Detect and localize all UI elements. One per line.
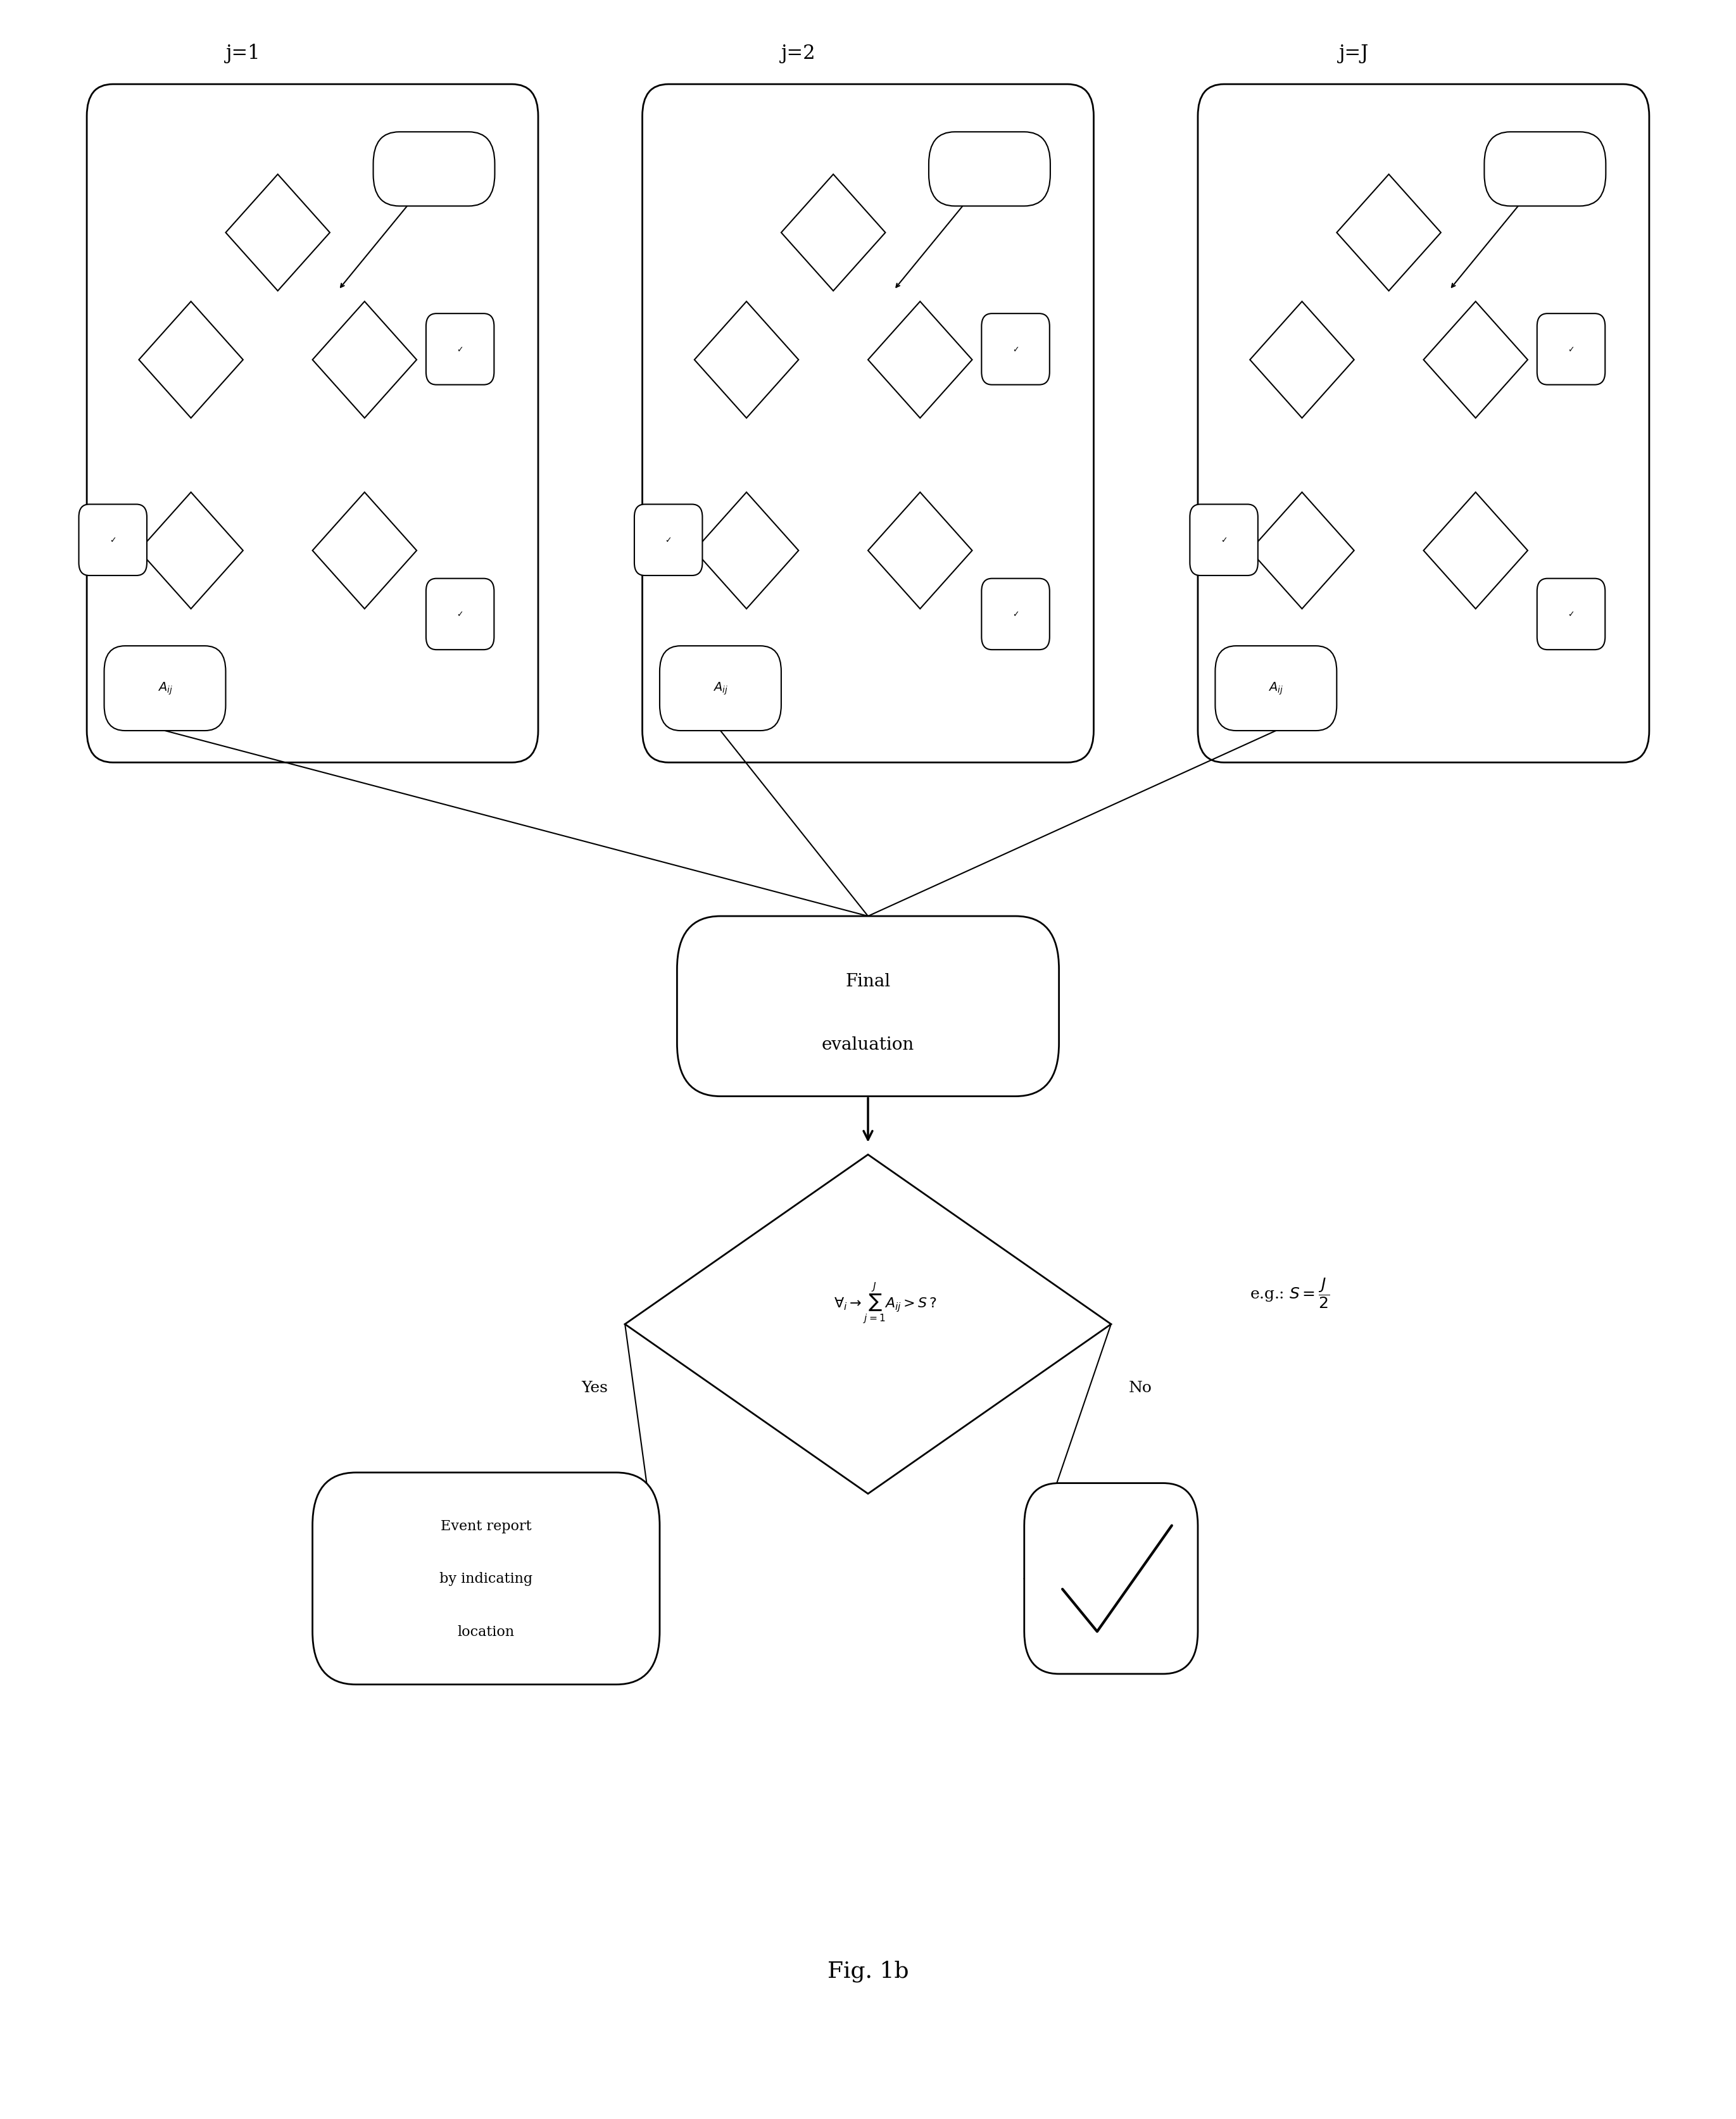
Text: Final: Final [845, 973, 891, 990]
FancyBboxPatch shape [677, 915, 1059, 1098]
Text: ✓: ✓ [457, 610, 464, 619]
FancyBboxPatch shape [425, 314, 495, 386]
Text: by indicating: by indicating [439, 1572, 533, 1585]
Text: j=1: j=1 [226, 44, 260, 64]
Text: Yes: Yes [582, 1382, 608, 1394]
FancyBboxPatch shape [1198, 85, 1649, 763]
Text: $A_{ij}$: $A_{ij}$ [1269, 680, 1283, 697]
Text: j=J: j=J [1338, 44, 1370, 64]
Text: location: location [458, 1625, 514, 1638]
FancyBboxPatch shape [425, 578, 495, 651]
Polygon shape [1424, 494, 1528, 610]
Polygon shape [1337, 176, 1441, 290]
Text: $A_{ij}$: $A_{ij}$ [158, 680, 172, 697]
FancyBboxPatch shape [1536, 314, 1606, 386]
Polygon shape [694, 301, 799, 417]
Polygon shape [868, 301, 972, 417]
FancyBboxPatch shape [981, 578, 1050, 651]
FancyBboxPatch shape [981, 314, 1050, 386]
Polygon shape [312, 494, 417, 610]
Polygon shape [625, 1155, 1111, 1494]
Text: ✓: ✓ [1012, 610, 1019, 619]
Text: ✓: ✓ [1568, 610, 1575, 619]
Polygon shape [1250, 494, 1354, 610]
Text: evaluation: evaluation [821, 1036, 915, 1053]
FancyBboxPatch shape [87, 85, 538, 763]
Text: j=2: j=2 [781, 44, 816, 64]
Polygon shape [1424, 301, 1528, 417]
FancyBboxPatch shape [373, 131, 495, 208]
FancyBboxPatch shape [1536, 578, 1606, 651]
Text: No: No [1128, 1382, 1151, 1394]
FancyBboxPatch shape [1189, 504, 1259, 576]
Text: $\forall_i \rightarrow \sum_{j=1}^{J} A_{ij} > S\,?$: $\forall_i \rightarrow \sum_{j=1}^{J} A_… [833, 1280, 937, 1326]
Polygon shape [868, 494, 972, 610]
FancyBboxPatch shape [104, 646, 226, 731]
Text: ✓: ✓ [109, 536, 116, 545]
Text: Event report: Event report [441, 1519, 531, 1532]
Text: Fig. 1b: Fig. 1b [828, 1960, 908, 1981]
FancyBboxPatch shape [1215, 646, 1337, 731]
Polygon shape [694, 494, 799, 610]
Text: ✓: ✓ [1012, 345, 1019, 354]
Polygon shape [226, 176, 330, 290]
Text: ✓: ✓ [665, 536, 672, 545]
Polygon shape [312, 301, 417, 417]
FancyBboxPatch shape [78, 504, 148, 576]
FancyBboxPatch shape [642, 85, 1094, 763]
Polygon shape [1250, 301, 1354, 417]
FancyBboxPatch shape [929, 131, 1050, 208]
FancyBboxPatch shape [1024, 1483, 1198, 1674]
Text: ✓: ✓ [457, 345, 464, 354]
FancyBboxPatch shape [634, 504, 703, 576]
Polygon shape [781, 176, 885, 290]
Text: ✓: ✓ [1220, 536, 1227, 545]
Polygon shape [139, 494, 243, 610]
Text: ✓: ✓ [1568, 345, 1575, 354]
FancyBboxPatch shape [1484, 131, 1606, 208]
Text: $A_{ij}$: $A_{ij}$ [713, 680, 727, 697]
FancyBboxPatch shape [312, 1473, 660, 1685]
Text: e.g.: $S=\dfrac{J}{2}$: e.g.: $S=\dfrac{J}{2}$ [1250, 1276, 1330, 1310]
Polygon shape [139, 301, 243, 417]
FancyBboxPatch shape [660, 646, 781, 731]
